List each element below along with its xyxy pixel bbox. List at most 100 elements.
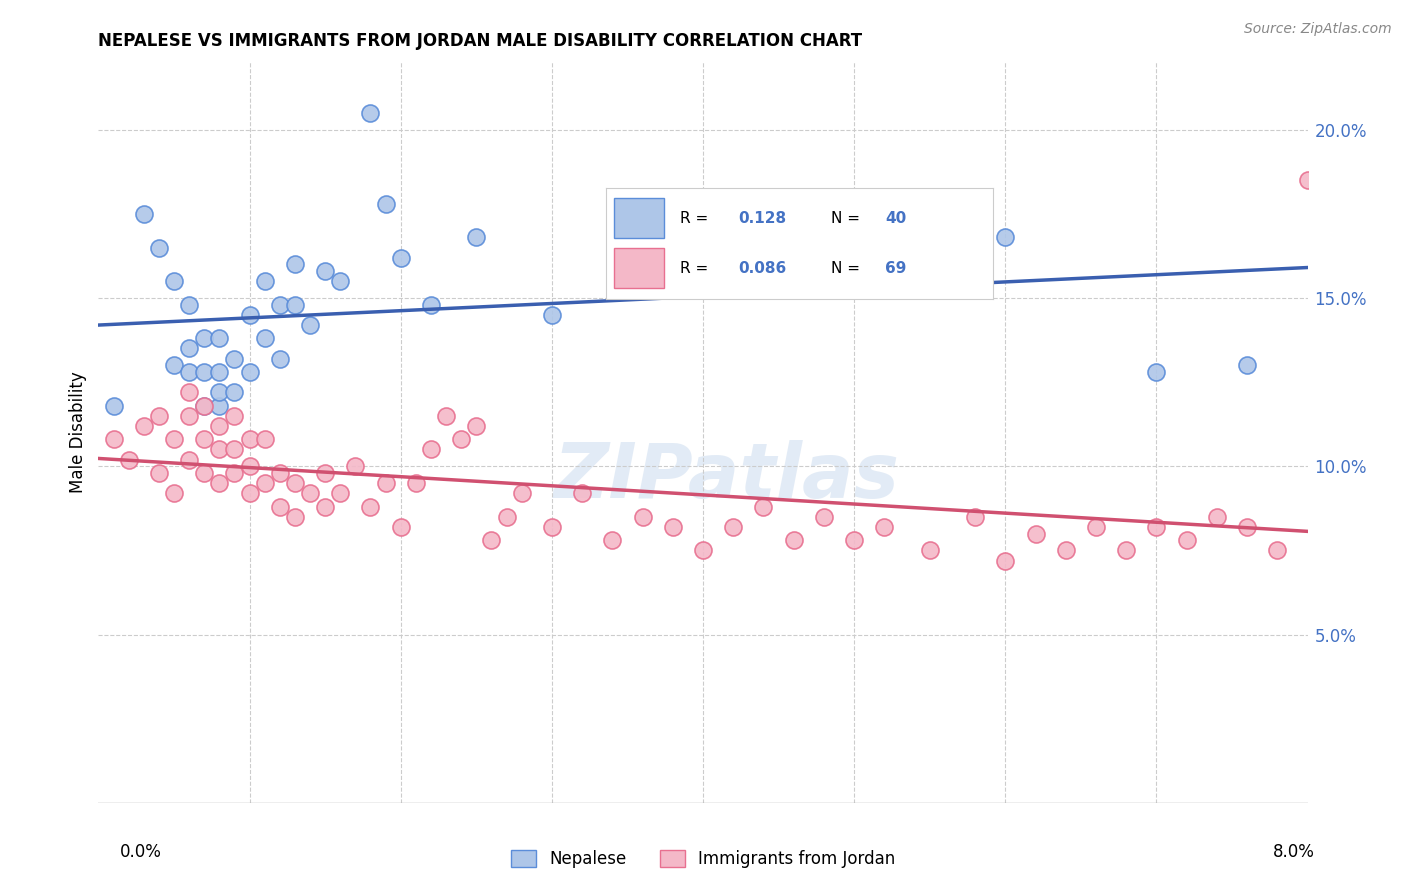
Point: [208, 442, 231, 457]
Point: [269, 466, 291, 480]
Point: [224, 351, 246, 366]
Point: [344, 459, 367, 474]
Point: [179, 385, 201, 400]
Point: [269, 500, 291, 514]
Point: [481, 533, 503, 548]
Point: [179, 409, 201, 423]
Point: [661, 520, 683, 534]
Point: [1054, 543, 1077, 558]
Text: Source: ZipAtlas.com: Source: ZipAtlas.com: [1244, 22, 1392, 37]
Point: [1146, 520, 1168, 534]
Point: [299, 318, 322, 332]
Point: [314, 466, 336, 480]
Point: [329, 486, 352, 500]
Text: ZIPatlas: ZIPatlas: [554, 440, 900, 514]
Point: [148, 409, 170, 423]
Point: [239, 459, 262, 474]
Point: [783, 533, 806, 548]
Point: [434, 409, 457, 423]
Point: [103, 433, 125, 447]
Point: [179, 365, 201, 379]
Point: [179, 342, 201, 356]
Point: [284, 509, 307, 524]
Point: [1206, 509, 1229, 524]
Point: [224, 385, 246, 400]
Point: [450, 433, 472, 447]
Point: [994, 230, 1017, 244]
Point: [239, 486, 262, 500]
Point: [208, 418, 231, 433]
Point: [253, 476, 276, 491]
Point: [208, 399, 231, 413]
Point: [465, 230, 488, 244]
Point: [179, 452, 201, 467]
Point: [374, 196, 396, 211]
Point: [1236, 359, 1258, 373]
Point: [844, 533, 866, 548]
Point: [253, 433, 276, 447]
Point: [314, 500, 336, 514]
Point: [193, 466, 215, 480]
Point: [193, 331, 215, 345]
Point: [994, 553, 1017, 567]
Point: [405, 476, 427, 491]
Point: [360, 106, 382, 120]
Point: [239, 308, 262, 322]
Point: [1175, 533, 1198, 548]
Point: [1146, 365, 1168, 379]
Point: [253, 331, 276, 345]
Point: [723, 274, 745, 288]
Point: [269, 298, 291, 312]
Point: [1236, 520, 1258, 534]
Point: [314, 264, 336, 278]
Point: [224, 409, 246, 423]
Point: [1267, 543, 1289, 558]
Point: [239, 365, 262, 379]
Text: 8.0%: 8.0%: [1272, 843, 1315, 861]
Point: [284, 298, 307, 312]
Point: [208, 331, 231, 345]
Point: [148, 240, 170, 255]
Point: [420, 298, 443, 312]
Point: [224, 442, 246, 457]
Point: [163, 486, 186, 500]
Point: [540, 520, 562, 534]
Point: [208, 365, 231, 379]
Point: [193, 399, 215, 413]
Point: [495, 509, 517, 524]
Point: [193, 365, 215, 379]
Point: [269, 351, 291, 366]
Point: [510, 486, 533, 500]
Point: [299, 486, 322, 500]
Point: [193, 433, 215, 447]
Point: [163, 359, 186, 373]
Point: [752, 500, 775, 514]
Point: [692, 543, 714, 558]
Point: [420, 442, 443, 457]
Point: [918, 543, 941, 558]
Point: [571, 486, 593, 500]
Point: [163, 433, 186, 447]
Point: [103, 399, 125, 413]
Text: 0.0%: 0.0%: [120, 843, 162, 861]
Legend: Nepalese, Immigrants from Jordan: Nepalese, Immigrants from Jordan: [505, 843, 901, 875]
Point: [540, 308, 562, 322]
Point: [253, 274, 276, 288]
Point: [163, 274, 186, 288]
Point: [239, 433, 262, 447]
Point: [631, 509, 654, 524]
Point: [284, 476, 307, 491]
Point: [179, 298, 201, 312]
Point: [844, 207, 866, 221]
Point: [965, 509, 987, 524]
Point: [661, 251, 683, 265]
Point: [1115, 543, 1137, 558]
Point: [118, 452, 141, 467]
Point: [360, 500, 382, 514]
Point: [389, 520, 412, 534]
Point: [193, 399, 215, 413]
Point: [224, 466, 246, 480]
Point: [1296, 173, 1319, 187]
Point: [208, 385, 231, 400]
Point: [1085, 520, 1108, 534]
